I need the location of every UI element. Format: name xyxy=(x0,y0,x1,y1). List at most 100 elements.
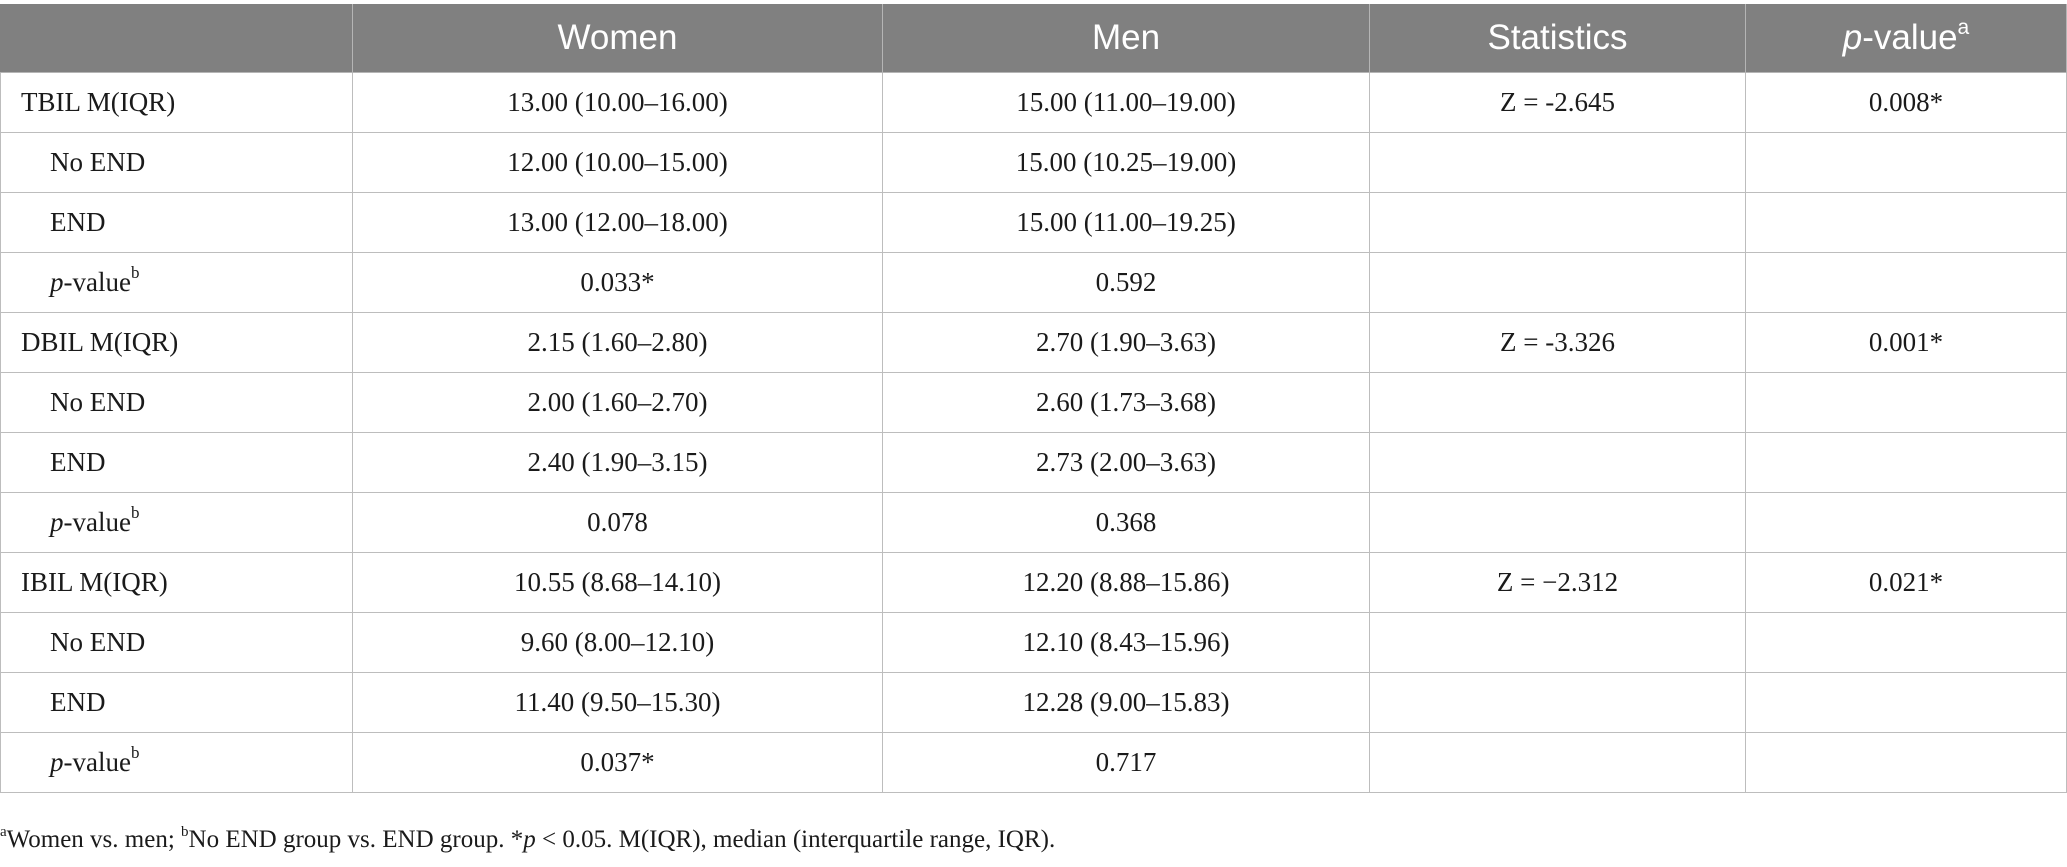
label-p-sup: b xyxy=(130,503,140,522)
header-men: Men xyxy=(882,4,1370,73)
women-cell: 13.00 (12.00–18.00) xyxy=(352,192,883,253)
row-label: DBIL M(IQR) xyxy=(0,312,353,373)
results-table: Women Men Statistics p-valuea TBIL M(IQR… xyxy=(0,4,2067,793)
statistics-cell xyxy=(1369,432,1746,493)
table-row: END 13.00 (12.00–18.00) 15.00 (11.00–19.… xyxy=(0,192,2067,253)
p-value-cell: 0.008* xyxy=(1745,72,2067,133)
p-value-cell xyxy=(1745,252,2067,313)
p-value-cell xyxy=(1745,432,2067,493)
p-value-cell xyxy=(1745,372,2067,433)
footnote-text-b: No END group vs. END group. * xyxy=(188,826,524,853)
statistics-cell xyxy=(1369,372,1746,433)
p-value-cell xyxy=(1745,612,2067,673)
p-value-cell xyxy=(1745,492,2067,553)
men-cell: 2.70 (1.90–3.63) xyxy=(882,312,1370,373)
table-row: END 11.40 (9.50–15.30) 12.28 (9.00–15.83… xyxy=(0,672,2067,733)
label-p-rest: -value xyxy=(63,747,131,777)
statistics-cell: Z = -2.645 xyxy=(1369,72,1746,133)
men-cell: 12.10 (8.43–15.96) xyxy=(882,612,1370,673)
p-value-cell: 0.001* xyxy=(1745,312,2067,373)
header-row: Women Men Statistics p-valuea xyxy=(0,4,2067,73)
table-row: p-valueb 0.037* 0.717 xyxy=(0,732,2067,793)
statistics-cell xyxy=(1369,192,1746,253)
row-label: p-valueb xyxy=(0,492,353,553)
p-value-cell xyxy=(1745,672,2067,733)
footnote-p-italic: p xyxy=(523,826,536,853)
footnote-text-c: < 0.05. M(IQR), median (interquartile ra… xyxy=(535,826,1056,853)
table-body: TBIL M(IQR) 13.00 (10.00–16.00) 15.00 (1… xyxy=(0,72,2067,793)
footnote-sup-b: b xyxy=(181,823,189,840)
row-label: p-valueb xyxy=(0,252,353,313)
label-p-sup: b xyxy=(130,263,140,282)
table-row: IBIL M(IQR) 10.55 (8.68–14.10) 12.20 (8.… xyxy=(0,552,2067,613)
header-women: Women xyxy=(352,4,883,73)
table-row: p-valueb 0.033* 0.592 xyxy=(0,252,2067,313)
men-cell: 2.73 (2.00–3.63) xyxy=(882,432,1370,493)
row-label: END xyxy=(0,672,353,733)
statistics-cell xyxy=(1369,492,1746,553)
men-cell: 15.00 (10.25–19.00) xyxy=(882,132,1370,193)
row-label: END xyxy=(0,432,353,493)
label-p-italic: p xyxy=(50,507,64,537)
women-cell: 2.15 (1.60–2.80) xyxy=(352,312,883,373)
men-cell: 2.60 (1.73–3.68) xyxy=(882,372,1370,433)
header-statistics: Statistics xyxy=(1369,4,1746,73)
men-cell: 15.00 (11.00–19.00) xyxy=(882,72,1370,133)
label-p-italic: p xyxy=(50,267,64,297)
header-blank-cell xyxy=(0,4,353,73)
table-row: p-valueb 0.078 0.368 xyxy=(0,492,2067,553)
row-label: No END xyxy=(0,372,353,433)
women-cell: 0.078 xyxy=(352,492,883,553)
header-p-italic: p xyxy=(1842,18,1863,57)
label-p-sup: b xyxy=(130,743,140,762)
men-cell: 0.592 xyxy=(882,252,1370,313)
statistics-cell xyxy=(1369,612,1746,673)
men-cell: 12.28 (9.00–15.83) xyxy=(882,672,1370,733)
statistics-cell xyxy=(1369,672,1746,733)
table-row: TBIL M(IQR) 13.00 (10.00–16.00) 15.00 (1… xyxy=(0,72,2067,133)
men-cell: 12.20 (8.88–15.86) xyxy=(882,552,1370,613)
footnote-sup-a: a xyxy=(0,823,7,840)
statistics-cell xyxy=(1369,252,1746,313)
men-cell: 0.368 xyxy=(882,492,1370,553)
p-value-cell: 0.021* xyxy=(1745,552,2067,613)
men-cell: 0.717 xyxy=(882,732,1370,793)
row-label: No END xyxy=(0,132,353,193)
row-label: No END xyxy=(0,612,353,673)
women-cell: 0.033* xyxy=(352,252,883,313)
women-cell: 0.037* xyxy=(352,732,883,793)
table-footnote: aWomen vs. men; bNo END group vs. END gr… xyxy=(0,823,1056,854)
row-label: IBIL M(IQR) xyxy=(0,552,353,613)
row-label: p-valueb xyxy=(0,732,353,793)
label-p-rest: -value xyxy=(63,507,131,537)
women-cell: 10.55 (8.68–14.10) xyxy=(352,552,883,613)
row-label: END xyxy=(0,192,353,253)
women-cell: 2.00 (1.60–2.70) xyxy=(352,372,883,433)
header-p-value: p-valuea xyxy=(1745,4,2067,73)
label-p-rest: -value xyxy=(63,267,131,297)
statistics-cell: Z = −2.312 xyxy=(1369,552,1746,613)
women-cell: 12.00 (10.00–15.00) xyxy=(352,132,883,193)
statistics-cell xyxy=(1369,732,1746,793)
statistics-cell xyxy=(1369,132,1746,193)
men-cell: 15.00 (11.00–19.25) xyxy=(882,192,1370,253)
table-header: Women Men Statistics p-valuea xyxy=(0,4,2067,73)
table-row: No END 2.00 (1.60–2.70) 2.60 (1.73–3.68) xyxy=(0,372,2067,433)
table-row: END 2.40 (1.90–3.15) 2.73 (2.00–3.63) xyxy=(0,432,2067,493)
header-p-rest: -value xyxy=(1862,18,1958,57)
label-p-italic: p xyxy=(50,747,64,777)
women-cell: 13.00 (10.00–16.00) xyxy=(352,72,883,133)
p-value-cell xyxy=(1745,732,2067,793)
statistics-cell: Z = -3.326 xyxy=(1369,312,1746,373)
women-cell: 11.40 (9.50–15.30) xyxy=(352,672,883,733)
p-value-cell xyxy=(1745,192,2067,253)
p-value-cell xyxy=(1745,132,2067,193)
women-cell: 2.40 (1.90–3.15) xyxy=(352,432,883,493)
table-row: No END 12.00 (10.00–15.00) 15.00 (10.25–… xyxy=(0,132,2067,193)
footnote-text-a: Women vs. men; xyxy=(6,826,182,853)
table-row: No END 9.60 (8.00–12.10) 12.10 (8.43–15.… xyxy=(0,612,2067,673)
women-cell: 9.60 (8.00–12.10) xyxy=(352,612,883,673)
table-row: DBIL M(IQR) 2.15 (1.60–2.80) 2.70 (1.90–… xyxy=(0,312,2067,373)
header-p-sup: a xyxy=(1957,16,1970,40)
row-label: TBIL M(IQR) xyxy=(0,72,353,133)
